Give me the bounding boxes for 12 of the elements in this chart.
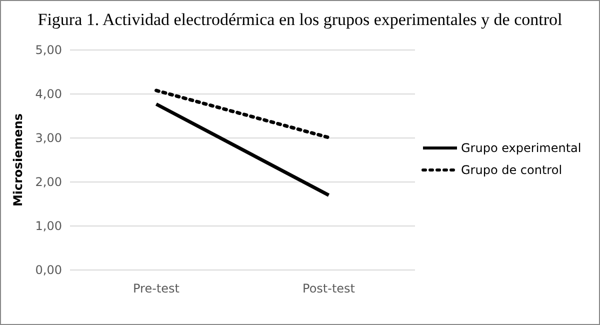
chart-title: Figura 1. Actividad electrodérmica en los grupos experimentales y de control xyxy=(38,10,563,29)
y-tick-label: 1,00 xyxy=(35,218,62,233)
y-tick-label: 4,00 xyxy=(35,86,62,101)
y-tick-label: 3,00 xyxy=(35,130,62,145)
y-tick-label: 5,00 xyxy=(35,42,62,57)
y-axis-title: Microsiemens xyxy=(11,113,25,207)
x-tick-label: Post-test xyxy=(302,282,356,296)
legend-label: Grupo de control xyxy=(461,163,562,178)
y-tick-label: 0,00 xyxy=(35,262,62,277)
x-tick-label: Pre-test xyxy=(133,282,180,296)
legend-label: Grupo experimental xyxy=(461,141,582,156)
y-tick-label: 2,00 xyxy=(35,174,62,189)
